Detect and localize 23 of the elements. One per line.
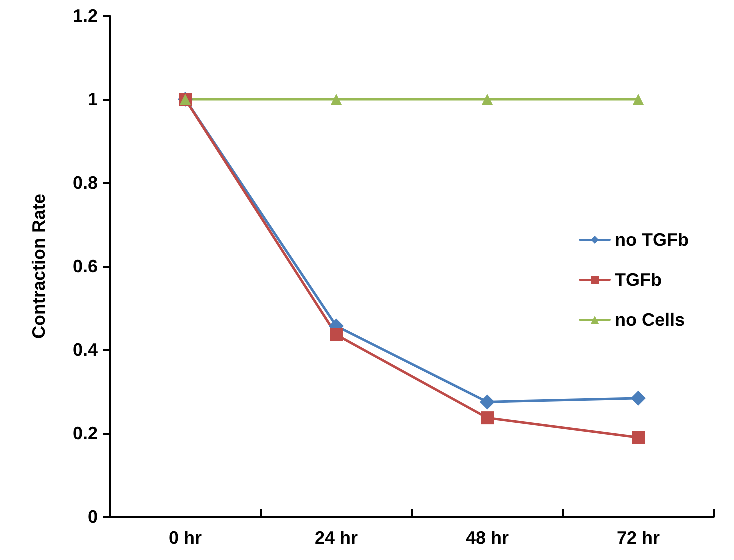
point: [633, 94, 644, 105]
x-tick-label: 0 hr: [168, 528, 202, 548]
y-tick-label: 0: [88, 507, 98, 527]
point: [331, 94, 342, 105]
legend-label: TGFb: [615, 270, 662, 290]
point: [632, 431, 645, 444]
y-tick-label: 1.2: [72, 6, 98, 26]
point: [480, 394, 495, 410]
y-tick-label: 1: [88, 90, 98, 110]
y-tick-label: 0.6: [72, 256, 98, 276]
point: [481, 412, 494, 425]
point: [631, 390, 646, 406]
y-axis-title: Contraction Rate: [29, 194, 49, 340]
x-tick-label: 72 hr: [616, 528, 660, 548]
y-tick-label: 0.2: [72, 424, 98, 444]
legend-label: no Cells: [615, 310, 686, 330]
point: [330, 328, 343, 342]
y-tick-label: 0.8: [72, 173, 98, 193]
legend-label: no TGFb: [615, 230, 690, 250]
y-tick-label: 0.4: [72, 340, 98, 360]
x-tick-label: 24 hr: [314, 528, 358, 548]
x-tick-label: 48 hr: [466, 528, 510, 548]
point: [482, 94, 493, 105]
